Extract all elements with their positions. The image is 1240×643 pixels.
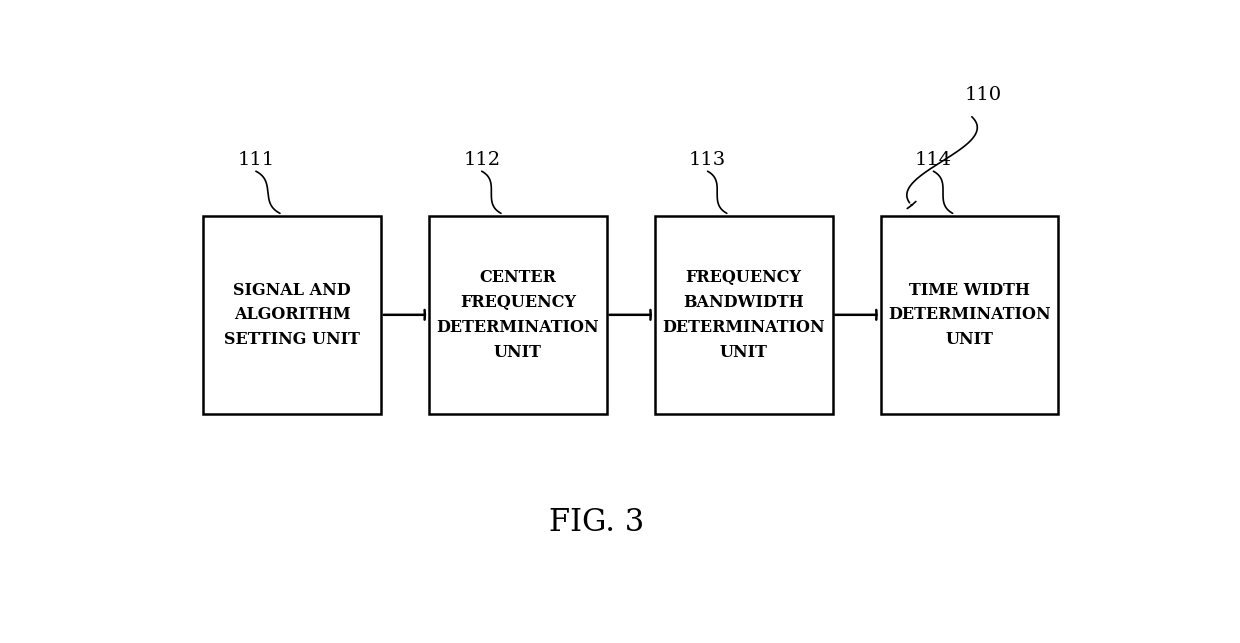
Text: 110: 110	[965, 86, 1002, 104]
Text: 111: 111	[237, 150, 274, 168]
Bar	[655, 216, 832, 414]
Text: FREQUENCY
BANDWIDTH
DETERMINATION
UNIT: FREQUENCY BANDWIDTH DETERMINATION UNIT	[662, 269, 825, 361]
Text: TIME WIDTH
DETERMINATION
UNIT: TIME WIDTH DETERMINATION UNIT	[888, 282, 1050, 348]
Text: 114: 114	[915, 150, 952, 168]
Bar	[880, 216, 1058, 414]
Text: SIGNAL AND
ALGORITHM
SETTING UNIT: SIGNAL AND ALGORITHM SETTING UNIT	[224, 282, 360, 348]
Text: FIG. 3: FIG. 3	[549, 507, 645, 538]
Text: 112: 112	[464, 150, 500, 168]
Text: CENTER
FREQUENCY
DETERMINATION
UNIT: CENTER FREQUENCY DETERMINATION UNIT	[436, 269, 599, 361]
Bar	[429, 216, 606, 414]
Text: 113: 113	[689, 150, 727, 168]
Bar	[203, 216, 381, 414]
